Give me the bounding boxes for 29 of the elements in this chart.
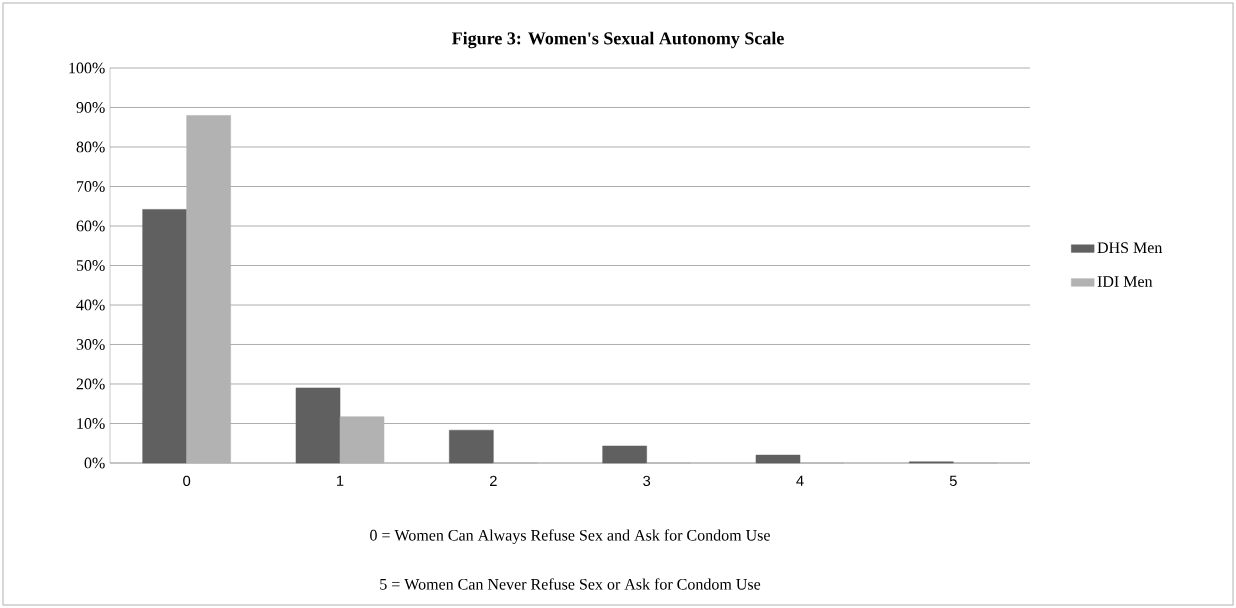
chart-title: Figure 3: Women's Sexual Autonomy Scale bbox=[451, 31, 784, 49]
x-tick-label: 1 bbox=[337, 475, 344, 486]
bar bbox=[602, 445, 647, 464]
bar bbox=[142, 209, 187, 464]
y-tick-label: 50% bbox=[76, 260, 105, 271]
y-tick-label: 10% bbox=[77, 418, 105, 429]
y-tick-label: 30% bbox=[76, 339, 105, 350]
y-tick-label: 100% bbox=[69, 62, 105, 74]
x-tick-label: 3 bbox=[643, 475, 651, 487]
y-tick-label: 80% bbox=[76, 141, 105, 153]
y-tick-label: 20% bbox=[76, 378, 105, 390]
x-tick-label: 2 bbox=[489, 475, 497, 486]
x-axis-title: 0 = Women Can Always Refuse Sex and Ask for Condom Use bbox=[370, 529, 770, 544]
text: 5 = Women Can Never Refuse Sex or Ask for Condom Use bbox=[380, 578, 761, 590]
bar bbox=[186, 115, 231, 464]
bar bbox=[449, 429, 494, 464]
x-tick-label: 4 bbox=[796, 475, 804, 486]
bar bbox=[339, 416, 385, 464]
bar bbox=[295, 387, 341, 464]
legend-label: IDI Men bbox=[1097, 276, 1153, 287]
y-tick-label: 0% bbox=[84, 457, 105, 469]
x-tick-label: 5 bbox=[949, 475, 957, 486]
y-tick-label: 90% bbox=[76, 102, 105, 113]
y-tick-label: 40% bbox=[76, 299, 105, 311]
legend-label: DHS Men bbox=[1097, 242, 1163, 254]
y-tick-label: 60% bbox=[76, 220, 105, 232]
x-tick-label: 0 bbox=[183, 475, 191, 487]
y-tick-label: 70% bbox=[77, 181, 105, 192]
bar bbox=[755, 454, 801, 464]
